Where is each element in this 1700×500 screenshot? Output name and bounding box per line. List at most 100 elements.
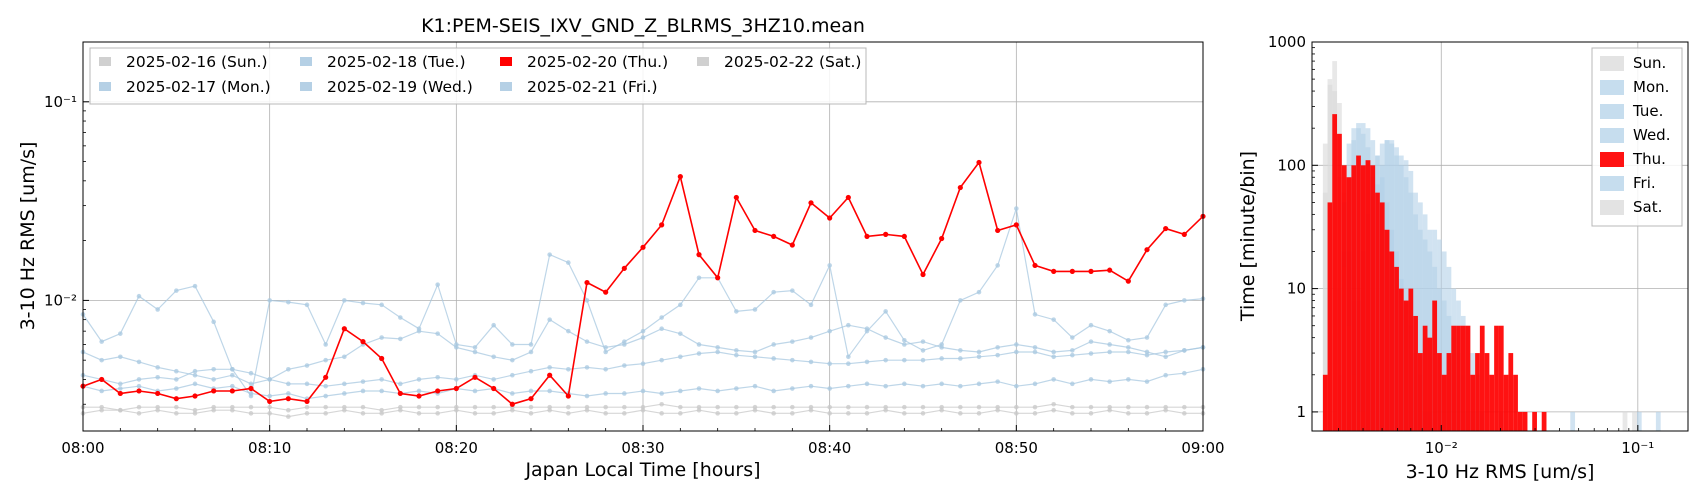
data-point [920,357,926,363]
data-point [846,411,851,416]
data-point [696,252,702,258]
data-point [622,404,627,410]
data-point [304,381,310,387]
histogram-x-axis-label: 3-10 Hz RMS [um/s] [1406,461,1595,483]
hist-bar [1408,288,1414,431]
data-point [995,345,1000,350]
data-point [323,383,328,389]
legend-entry-label: Sat. [1633,198,1662,216]
data-point [566,404,571,410]
hist-bar [1446,353,1452,431]
hist-bar [1337,133,1342,431]
data-point [939,356,944,361]
data-point [566,328,571,334]
data-point [528,342,534,347]
data-point [342,298,347,303]
data-point [528,368,534,374]
data-point [1088,339,1094,344]
data-point [995,379,1000,384]
data-point [99,388,104,394]
data-point [1070,352,1075,358]
data-point [1051,349,1056,355]
data-point [640,388,646,394]
data-point [584,393,590,399]
histogram-y-axis-label: Time [minute/bin] [1237,151,1259,322]
data-point [771,289,776,295]
data-point [696,407,702,413]
data-point [696,275,702,281]
data-point [678,404,683,410]
data-point [491,404,496,410]
data-point [995,352,1000,358]
data-point [360,339,366,345]
data-point [790,288,795,293]
data-point [1014,349,1019,355]
data-point [715,349,720,355]
data-point [528,411,534,416]
data-point [958,298,963,303]
legend-swatch [697,57,709,66]
data-point [136,404,142,410]
data-point [229,388,235,394]
data-point [958,356,963,361]
x-tick-label: 08:10 [248,439,291,457]
data-point [790,339,795,344]
legend-swatch [1600,152,1624,167]
data-point [379,302,384,308]
hist-bar [1494,325,1499,431]
data-point [976,411,982,416]
data-point [174,288,179,293]
data-point [416,393,422,399]
data-point [1107,407,1112,413]
data-point [734,309,739,314]
data-point [1032,404,1038,410]
legend-swatch [500,82,512,91]
data-point [920,271,926,278]
histogram-legend: Sun. Mon. Tue. Wed. Thu. Fri. Sat. [1591,47,1683,227]
data-point [790,386,795,391]
data-point [864,411,870,416]
histogram-chart: 10⁻² 10⁻¹ 1 10 100 1000 3-10 Hz RMS [um/s] Ti… [1237,33,1689,483]
data-point [678,354,683,360]
data-point [920,339,926,344]
hist-bar [1360,165,1366,432]
hist-series-thu [1322,114,1547,432]
data-point [1144,404,1150,410]
data-point [1014,404,1019,410]
data-point [1144,349,1150,355]
data-point [696,342,702,347]
data-point [752,307,758,312]
data-point [248,411,254,416]
hist-bar [1465,325,1471,431]
data-point [715,404,720,410]
data-point [454,345,459,350]
data-point [174,411,179,416]
data-point [286,414,291,419]
hist-bar [1394,266,1399,431]
data-point [846,361,851,367]
data-point [155,407,160,413]
data-point [528,396,534,402]
legend-entry-label: Tue. [1632,102,1663,120]
data-point [565,393,571,399]
data-point [360,404,366,410]
legend-swatch [1600,128,1624,143]
data-point [846,404,851,410]
timeseries-y-axis-label: 3-10 Hz RMS [um/s] [17,142,39,331]
data-point [734,411,739,416]
data-point [1051,377,1056,382]
data-point [510,357,515,363]
data-point [435,331,440,336]
data-point [491,377,496,382]
data-point [211,366,216,372]
data-point [846,354,851,360]
data-point [1107,328,1112,334]
data-point [1144,411,1150,416]
data-point [1032,411,1038,416]
data-point [547,372,553,378]
data-point [1051,268,1057,274]
data-point [939,381,944,387]
data-point [640,407,646,413]
data-point [174,377,179,382]
y-tick-label: 1 [1296,403,1306,421]
